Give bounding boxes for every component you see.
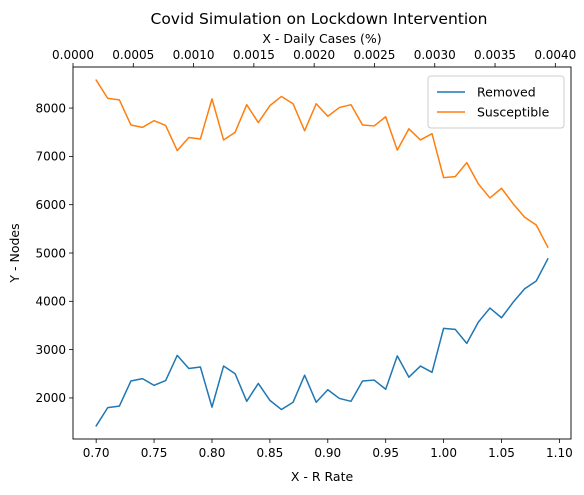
x-tick-label: 0.95 bbox=[372, 446, 399, 460]
x-tick-label: 0.85 bbox=[257, 446, 284, 460]
x2-tick-label: 0.0020 bbox=[293, 48, 335, 62]
x2-tick-label: 0.0040 bbox=[534, 48, 576, 62]
x-tick-label: 0.80 bbox=[199, 446, 226, 460]
x-axis: 0.70 0.75 0.80 0.85 0.90 0.95 1.00 1.05 1.10 bbox=[83, 439, 573, 460]
x2-tick-label: 0.0010 bbox=[173, 48, 215, 62]
x2-tick-label: 0.0000 bbox=[52, 48, 94, 62]
x-tick-label: 1.05 bbox=[488, 446, 515, 460]
chart-title: Covid Simulation on Lockdown Interventio… bbox=[151, 10, 488, 28]
y-tick-label: 2000 bbox=[35, 391, 66, 405]
legend-label-removed: Removed bbox=[477, 85, 536, 100]
x-tick-label: 0.75 bbox=[141, 446, 168, 460]
x2-tick-label: 0.0005 bbox=[112, 48, 154, 62]
y-tick-label: 7000 bbox=[35, 150, 66, 164]
y-axis-label: Y - Nodes bbox=[7, 223, 22, 283]
y-tick-label: 8000 bbox=[35, 101, 66, 115]
series-line-susceptible bbox=[95, 79, 549, 248]
x-tick-label: 1.00 bbox=[430, 446, 457, 460]
legend-label-susceptible: Susceptible bbox=[477, 105, 550, 120]
x2-tick-label: 0.0015 bbox=[233, 48, 275, 62]
x2-tick-label: 0.0030 bbox=[414, 48, 456, 62]
series-lines bbox=[95, 79, 549, 427]
y-axis: 2000 3000 4000 5000 6000 7000 8000 bbox=[35, 101, 73, 405]
x2-axis: 0.0000 0.0005 0.0010 0.0015 0.0020 0.0025 0.00… bbox=[52, 48, 576, 67]
y-tick-label: 3000 bbox=[35, 343, 66, 357]
x-tick-label: 0.70 bbox=[83, 446, 110, 460]
x-tick-label: 1.10 bbox=[546, 446, 573, 460]
y-tick-label: 4000 bbox=[35, 295, 66, 309]
x2-axis-label: X - Daily Cases (%) bbox=[262, 31, 381, 46]
y-tick-label: 6000 bbox=[35, 198, 66, 212]
x2-tick-label: 0.0035 bbox=[474, 48, 516, 62]
x-axis-label: X - R Rate bbox=[291, 469, 354, 484]
legend-box bbox=[427, 75, 565, 129]
series-line-removed bbox=[95, 258, 549, 427]
x2-tick-label: 0.0025 bbox=[353, 48, 395, 62]
legend: Removed Susceptible bbox=[427, 75, 565, 129]
y-tick-label: 5000 bbox=[35, 246, 66, 260]
x-tick-label: 0.90 bbox=[314, 446, 341, 460]
